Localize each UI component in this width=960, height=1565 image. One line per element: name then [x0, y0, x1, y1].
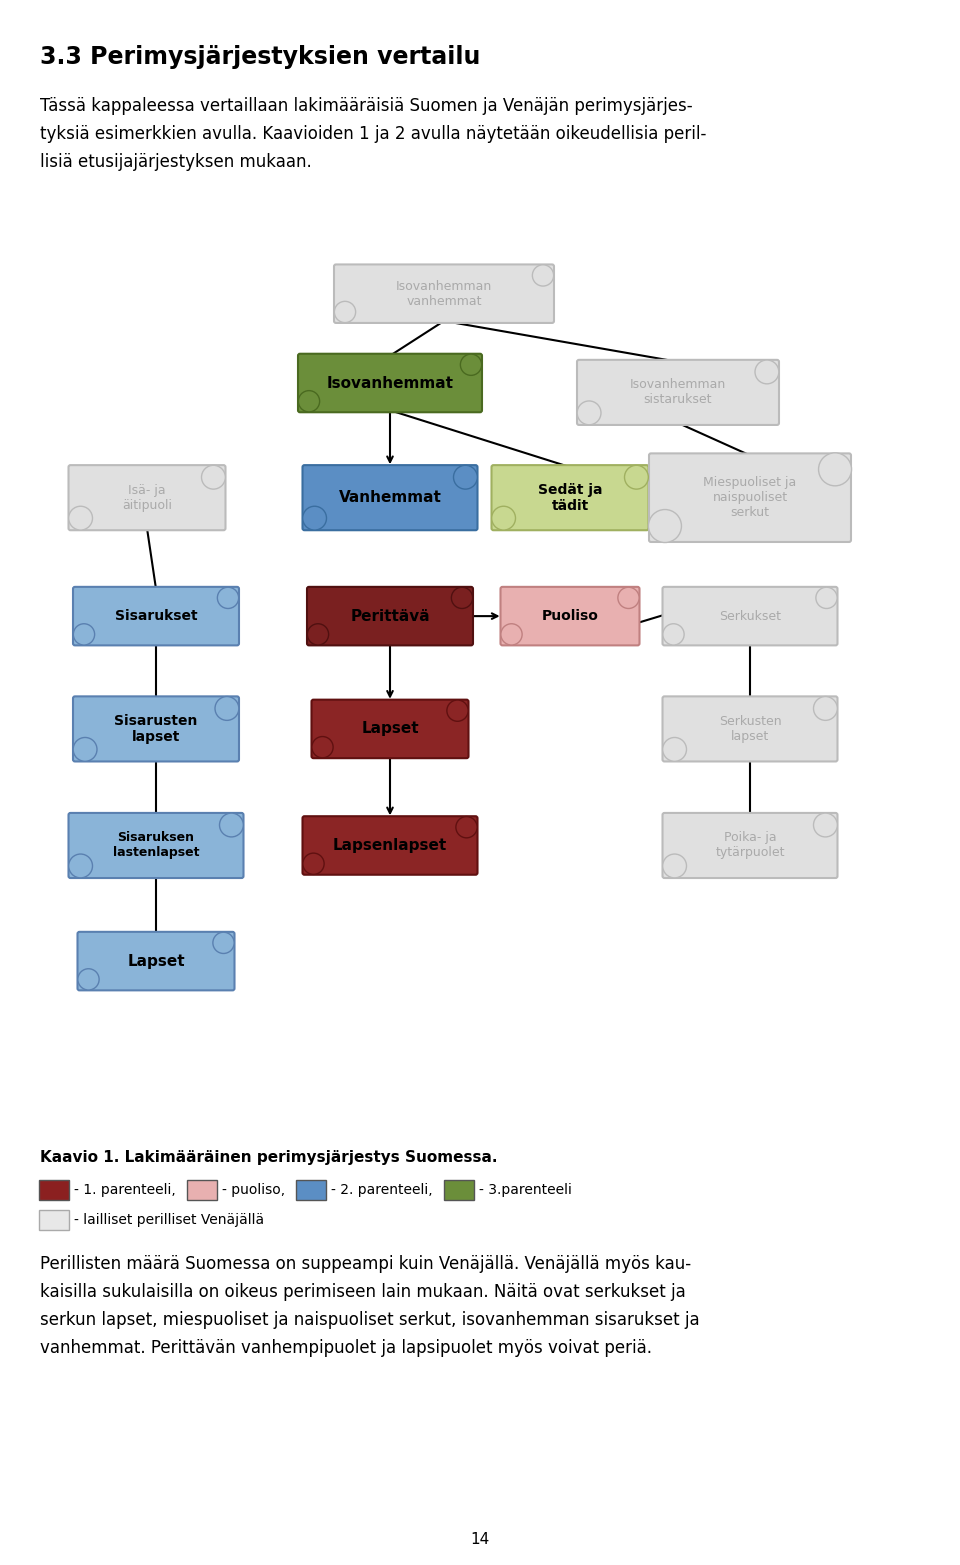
- FancyBboxPatch shape: [296, 1180, 326, 1200]
- Circle shape: [302, 505, 326, 531]
- Text: Serkusten
lapset: Serkusten lapset: [719, 715, 781, 743]
- Text: - 1. parenteeli,: - 1. parenteeli,: [74, 1183, 176, 1197]
- Text: Poika- ja
tytärpuolet: Poika- ja tytärpuolet: [715, 831, 784, 859]
- Circle shape: [453, 465, 477, 490]
- Text: Sedät ja
tädit: Sedät ja tädit: [538, 482, 602, 513]
- Text: Kaavio 1. Lakimääräinen perimysjärjestys Suomessa.: Kaavio 1. Lakimääräinen perimysjärjestys…: [40, 1150, 497, 1164]
- FancyBboxPatch shape: [500, 587, 639, 645]
- FancyBboxPatch shape: [78, 931, 234, 991]
- Circle shape: [461, 354, 482, 376]
- FancyBboxPatch shape: [39, 1210, 69, 1230]
- Circle shape: [662, 737, 686, 761]
- Text: Sisaruksen
lastenlapset: Sisaruksen lastenlapset: [112, 831, 200, 859]
- FancyBboxPatch shape: [73, 696, 239, 762]
- Circle shape: [73, 624, 95, 645]
- Circle shape: [217, 587, 239, 609]
- Circle shape: [618, 587, 639, 609]
- Text: kaisilla sukulaisilla on oikeus perimiseen lain mukaan. Näitä ovat serkukset ja: kaisilla sukulaisilla on oikeus perimise…: [40, 1283, 685, 1301]
- FancyBboxPatch shape: [444, 1180, 474, 1200]
- FancyBboxPatch shape: [649, 454, 851, 541]
- Text: Isovanhemman
vanhemmat: Isovanhemman vanhemmat: [396, 280, 492, 308]
- Text: Perillisten määrä Suomessa on suppeampi kuin Venäjällä. Venäjällä myös kau-: Perillisten määrä Suomessa on suppeampi …: [40, 1255, 691, 1272]
- FancyBboxPatch shape: [662, 587, 837, 645]
- Circle shape: [662, 854, 686, 878]
- Circle shape: [69, 854, 92, 878]
- Circle shape: [302, 853, 324, 875]
- Circle shape: [662, 624, 684, 645]
- FancyBboxPatch shape: [73, 587, 239, 645]
- Text: Lapset: Lapset: [361, 721, 419, 737]
- Text: Lapset: Lapset: [127, 953, 185, 969]
- Text: Perittävä: Perittävä: [350, 609, 430, 623]
- Circle shape: [813, 814, 837, 837]
- Text: Sisarusten
lapset: Sisarusten lapset: [114, 714, 198, 743]
- Circle shape: [312, 737, 333, 757]
- Circle shape: [533, 264, 554, 286]
- FancyBboxPatch shape: [311, 700, 468, 757]
- Text: vanhemmat. Perittävän vanhempipuolet ja lapsipuolet myös voivat periä.: vanhemmat. Perittävän vanhempipuolet ja …: [40, 1340, 652, 1357]
- Text: Isä- ja
äitipuoli: Isä- ja äitipuoli: [122, 484, 172, 512]
- Circle shape: [456, 817, 477, 837]
- Text: Tässä kappaleessa vertaillaan lakimääräisiä Suomen ja Venäjän perimysjärjes-: Tässä kappaleessa vertaillaan lakimääräi…: [40, 97, 692, 114]
- FancyBboxPatch shape: [298, 354, 482, 412]
- Circle shape: [625, 465, 648, 490]
- Circle shape: [501, 624, 522, 645]
- Circle shape: [819, 452, 852, 485]
- Text: Miespuoliset ja
naispuoliset
serkut: Miespuoliset ja naispuoliset serkut: [704, 476, 797, 520]
- FancyBboxPatch shape: [187, 1180, 217, 1200]
- Text: Vanhemmat: Vanhemmat: [339, 490, 442, 505]
- Text: serkun lapset, miespuoliset ja naispuoliset serkut, isovanhemman sisarukset ja: serkun lapset, miespuoliset ja naispuoli…: [40, 1311, 700, 1329]
- Circle shape: [648, 510, 682, 543]
- Text: 14: 14: [470, 1532, 490, 1546]
- Circle shape: [307, 624, 328, 645]
- Text: - 3.parenteeli: - 3.parenteeli: [479, 1183, 572, 1197]
- Circle shape: [577, 401, 601, 424]
- Text: - 2. parenteeli,: - 2. parenteeli,: [331, 1183, 433, 1197]
- Text: Serkukset: Serkukset: [719, 610, 781, 623]
- Text: Lapsenlapset: Lapsenlapset: [333, 837, 447, 853]
- Circle shape: [213, 933, 234, 953]
- Circle shape: [73, 737, 97, 761]
- Circle shape: [78, 969, 99, 991]
- FancyBboxPatch shape: [302, 465, 477, 531]
- Text: Puoliso: Puoliso: [541, 609, 598, 623]
- Text: lisiä etusijajärjestyksen mukaan.: lisiä etusijajärjestyksen mukaan.: [40, 153, 312, 171]
- Circle shape: [451, 587, 472, 609]
- Circle shape: [299, 391, 320, 412]
- Text: Sisarukset: Sisarukset: [114, 609, 198, 623]
- Text: - puoliso,: - puoliso,: [222, 1183, 285, 1197]
- Circle shape: [202, 465, 226, 490]
- FancyBboxPatch shape: [662, 812, 837, 878]
- Circle shape: [334, 302, 355, 322]
- Text: Isovanhemmat: Isovanhemmat: [326, 376, 453, 391]
- Circle shape: [816, 587, 837, 609]
- Text: tyksiä esimerkkien avulla. Kaavioiden 1 ja 2 avulla näytetään oikeudellisia peri: tyksiä esimerkkien avulla. Kaavioiden 1 …: [40, 125, 707, 142]
- Circle shape: [446, 700, 468, 721]
- Text: 3.3 Perimysjärjestyksien vertailu: 3.3 Perimysjärjestyksien vertailu: [40, 45, 480, 69]
- Text: - lailliset perilliset Venäjällä: - lailliset perilliset Venäjällä: [74, 1213, 264, 1227]
- Circle shape: [215, 696, 239, 720]
- Circle shape: [813, 696, 837, 720]
- FancyBboxPatch shape: [68, 465, 226, 531]
- FancyBboxPatch shape: [307, 587, 473, 645]
- Circle shape: [69, 505, 92, 531]
- Circle shape: [492, 505, 516, 531]
- Circle shape: [755, 360, 779, 383]
- FancyBboxPatch shape: [68, 812, 244, 878]
- FancyBboxPatch shape: [492, 465, 649, 531]
- FancyBboxPatch shape: [334, 264, 554, 322]
- FancyBboxPatch shape: [302, 817, 477, 875]
- FancyBboxPatch shape: [662, 696, 837, 762]
- FancyBboxPatch shape: [577, 360, 779, 426]
- Text: Isovanhemman
sistarukset: Isovanhemman sistarukset: [630, 379, 726, 407]
- FancyBboxPatch shape: [39, 1180, 69, 1200]
- Circle shape: [220, 814, 243, 837]
